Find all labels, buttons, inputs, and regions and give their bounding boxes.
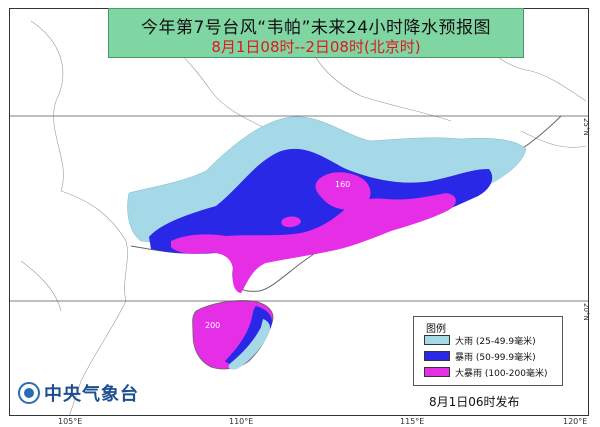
nmc-emblem-icon <box>18 382 40 404</box>
legend-label-heavy-rain: 大雨 (25-49.9毫米) <box>455 336 536 347</box>
lat-label-20: 20°N <box>582 303 590 321</box>
nmc-logo: 中央气象台 <box>18 380 139 406</box>
lat-label-25: 25°N <box>582 118 590 136</box>
legend-item-heavy-rain: 大雨 (25-49.9毫米) <box>424 334 536 347</box>
hainan-value-label: 200 <box>205 321 221 330</box>
heavy-rainstorm-core <box>315 172 371 210</box>
lon-label-110: 110°E <box>229 417 254 426</box>
lon-label-115: 115°E <box>400 417 425 426</box>
legend-swatch-rainstorm <box>424 351 450 361</box>
legend-label-heavy-rainstorm: 大暴雨 (100-200毫米) <box>455 368 548 379</box>
org-name: 中央气象台 <box>44 384 139 405</box>
map-frame: 160 200 <box>9 8 589 416</box>
legend-title: 图例 <box>426 324 446 335</box>
legend: 图例 大雨 (25-49.9毫米) 暴雨 (50-99.9毫米) 大暴雨 (10… <box>413 316 563 386</box>
forecast-period: 8月1日08时--2日08时(北京时) <box>211 38 421 56</box>
rainstorm-zone <box>149 148 493 254</box>
heavy-rainstorm-zone <box>171 193 456 293</box>
legend-item-rainstorm: 暴雨 (50-99.9毫米) <box>424 350 536 363</box>
lon-label-120: 120°E <box>563 417 588 426</box>
legend-swatch-heavy-rainstorm <box>424 367 450 377</box>
legend-swatch-heavy-rain <box>424 335 450 345</box>
map-title: 今年第7号台风“韦帕”未来24小时降水预报图 <box>140 18 492 38</box>
hainan-heavy-rain <box>228 319 270 370</box>
heavy-rainstorm-small <box>281 216 301 228</box>
legend-label-rainstorm: 暴雨 (50-99.9毫米) <box>455 352 536 363</box>
hainan-rainstorm <box>225 306 273 364</box>
release-time: 8月1日06时发布 <box>429 395 520 409</box>
graticule <box>10 115 588 302</box>
title-box: 今年第7号台风“韦帕”未来24小时降水预报图 8月1日08时--2日08时(北京… <box>108 8 524 58</box>
rainfall-map <box>10 9 588 415</box>
legend-item-heavy-rainstorm: 大暴雨 (100-200毫米) <box>424 366 548 379</box>
lon-label-105: 105°E <box>58 417 83 426</box>
guangdong-value-label: 160 <box>335 180 351 189</box>
